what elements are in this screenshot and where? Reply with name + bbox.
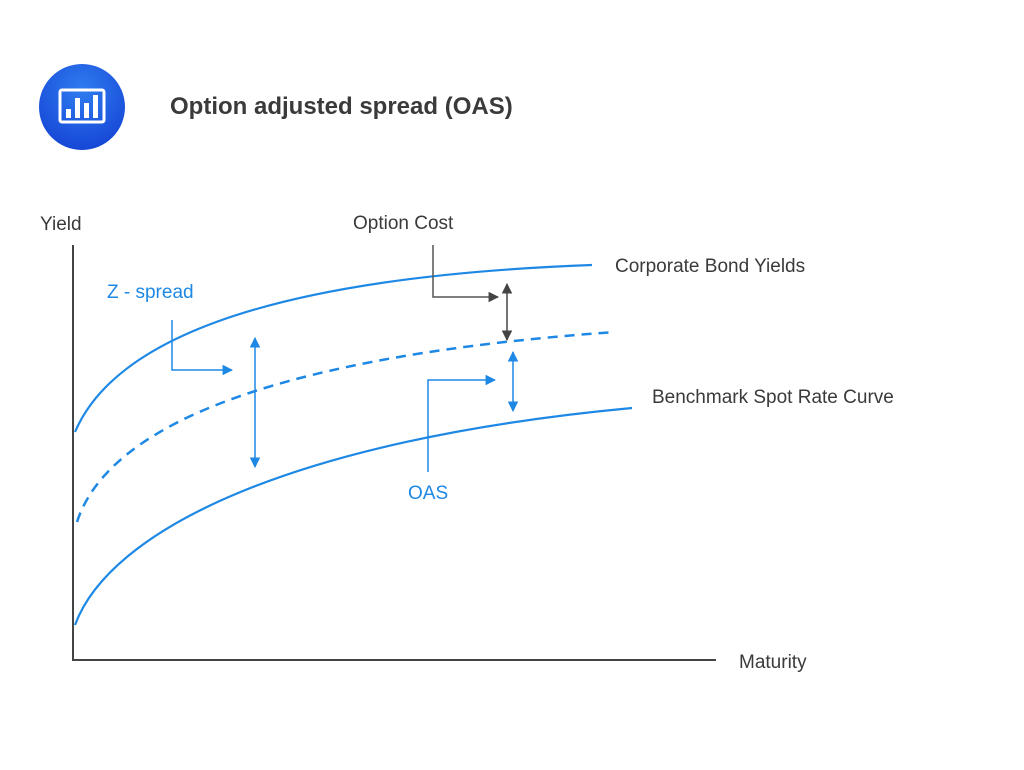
option-cost-label: Option Cost bbox=[353, 213, 454, 234]
z-spread-curve-dashed bbox=[75, 330, 616, 523]
z-spread-pointer bbox=[171, 320, 234, 376]
corporate-bond-yields-label: Corporate Bond Yields bbox=[615, 256, 805, 277]
y-axis-label: Yield bbox=[40, 214, 82, 235]
page-title: Option adjusted spread (OAS) bbox=[170, 93, 513, 120]
corporate-bond-yield-curve bbox=[73, 263, 593, 433]
bar-chart-icon bbox=[39, 64, 125, 150]
oas-label: OAS bbox=[408, 483, 448, 504]
oas-pointer bbox=[427, 374, 497, 472]
option-cost-pointer bbox=[432, 245, 500, 303]
x-axis-label: Maturity bbox=[739, 652, 807, 673]
z-spread-label: Z - spread bbox=[107, 282, 194, 303]
benchmark-spot-rate-label: Benchmark Spot Rate Curve bbox=[652, 387, 894, 408]
benchmark-spot-rate-curve bbox=[73, 406, 633, 626]
